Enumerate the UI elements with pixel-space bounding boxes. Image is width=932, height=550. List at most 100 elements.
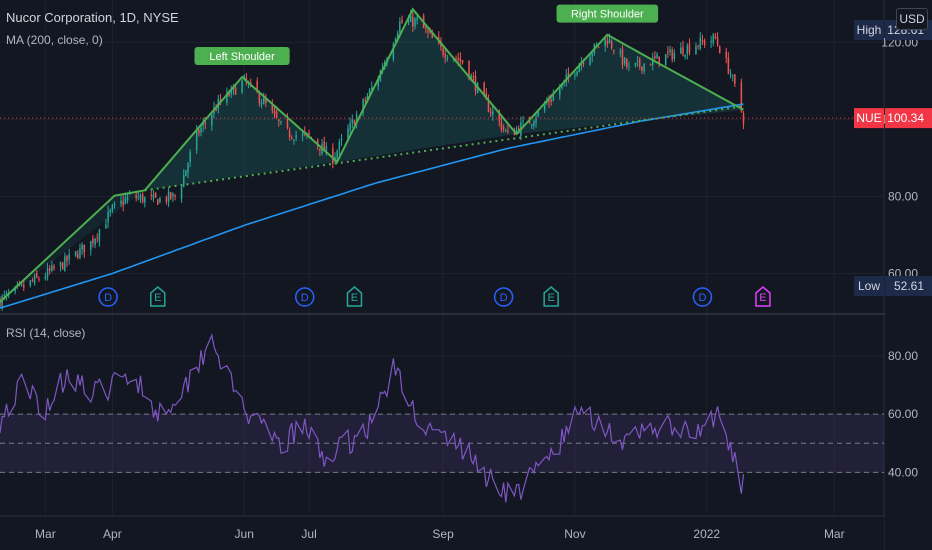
dividend-marker[interactable]: D [98, 287, 118, 307]
candle [347, 128, 349, 140]
candle [636, 60, 639, 62]
candle [113, 203, 116, 205]
candle [470, 74, 472, 81]
candle [502, 127, 505, 130]
candle [293, 139, 295, 141]
candle [83, 244, 86, 253]
candle [656, 54, 658, 59]
candle [522, 120, 524, 122]
candle [198, 129, 200, 134]
pattern-fill [0, 9, 744, 302]
candle [111, 205, 114, 211]
candle [427, 31, 429, 33]
candle [135, 194, 137, 199]
candle [684, 54, 686, 57]
pattern-shade [144, 77, 338, 191]
dividend-icon[interactable] [295, 287, 315, 307]
candle [258, 91, 261, 103]
pattern-label-box [194, 47, 290, 66]
candle [552, 94, 555, 101]
dividend-icon[interactable] [692, 287, 713, 307]
time-tick-label: Mar [824, 527, 845, 541]
candle [455, 58, 457, 60]
candle [669, 49, 671, 52]
earnings-icon[interactable] [543, 286, 559, 307]
candle [500, 121, 503, 130]
candle [308, 133, 310, 135]
candle [273, 111, 276, 114]
candle [431, 32, 434, 38]
dividend-icon[interactable] [98, 287, 118, 307]
candle [174, 195, 176, 197]
candle [651, 57, 654, 66]
candle [271, 104, 274, 111]
low-value: 52.61 [894, 279, 924, 293]
candle [79, 247, 81, 258]
dividend-icon[interactable] [493, 287, 514, 307]
candle [626, 58, 628, 67]
earnings-marker[interactable]: E [755, 286, 771, 307]
candle [442, 48, 444, 55]
time-tick-label: Nov [564, 527, 585, 541]
candle [559, 88, 561, 96]
candle [394, 38, 397, 43]
candle [23, 285, 25, 288]
candle [699, 37, 702, 49]
candle [211, 114, 213, 126]
candle [195, 129, 198, 151]
earnings-marker[interactable]: E [543, 286, 559, 307]
candle [182, 175, 185, 187]
candle [48, 268, 51, 271]
low-label-bg [854, 276, 884, 296]
currency-button[interactable]: USD [896, 8, 928, 30]
time-tick-label: Sep [432, 527, 454, 541]
earnings-icon[interactable] [755, 286, 771, 307]
candle [256, 81, 258, 93]
ma-200-series [0, 103, 744, 309]
dividend-marker[interactable]: D [295, 287, 315, 307]
dividend-marker[interactable]: D [493, 287, 514, 307]
candle [141, 193, 144, 203]
candle [81, 244, 83, 250]
candle [425, 27, 427, 29]
candle [189, 151, 191, 162]
candle [546, 102, 548, 104]
candle [716, 37, 719, 45]
candle [634, 62, 637, 66]
candle [729, 73, 732, 75]
earnings-icon[interactable] [346, 286, 363, 307]
pattern-shade [0, 190, 145, 302]
candle [641, 66, 643, 71]
candle [260, 102, 263, 105]
rsi-tick-label: 40.00 [888, 465, 918, 479]
rsi-tick-label: 80.00 [888, 349, 918, 363]
candle [228, 93, 230, 96]
candle [487, 99, 490, 112]
candle [409, 16, 412, 22]
candle [377, 79, 379, 87]
candle [589, 57, 591, 66]
candle [33, 275, 36, 284]
time-tick-label: Jun [235, 527, 254, 541]
dividend-marker[interactable]: D [692, 287, 713, 307]
candle [61, 262, 64, 270]
candle [355, 114, 358, 124]
candle [654, 56, 656, 59]
candle [718, 46, 721, 54]
candle [338, 141, 341, 150]
candle [537, 110, 539, 116]
event-marker-label: D [104, 292, 112, 304]
earnings-marker[interactable]: E [150, 286, 166, 307]
candle [262, 98, 265, 105]
candle [157, 199, 159, 205]
candle [444, 54, 446, 58]
earnings-icon[interactable] [150, 286, 166, 307]
time-tick-label: Jul [301, 527, 316, 541]
candle [639, 59, 641, 67]
rsi-legend: RSI (14, close) [6, 326, 85, 340]
earnings-marker[interactable]: E [346, 286, 363, 307]
candle [682, 46, 684, 56]
